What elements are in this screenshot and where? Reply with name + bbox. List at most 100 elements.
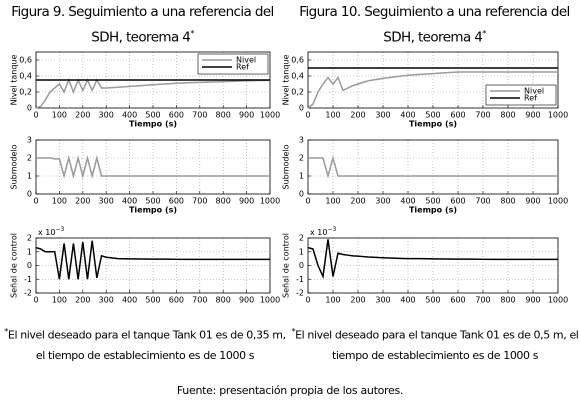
x-tick-label: 500 (145, 296, 160, 305)
x-tick-label: 600 (450, 296, 465, 305)
plot-frame (307, 139, 559, 195)
x-tick-label: 200 (350, 296, 365, 305)
x-tick-label: 900 (525, 197, 540, 206)
y-tick-label: 0,2 (19, 88, 32, 97)
y-tick-label: 0,6 (19, 56, 32, 65)
x-tick-label: 600 (169, 111, 184, 120)
y-tick-label: 0,6 (291, 56, 304, 65)
x-tick-label: 500 (425, 296, 440, 305)
x-tick-label: 400 (400, 296, 415, 305)
y-tick-label: 0,4 (291, 72, 304, 81)
x-tick-label: 0 (33, 111, 38, 120)
x-tick-label: 400 (400, 197, 415, 206)
x-tick-label: 600 (450, 197, 465, 206)
y-axis-label: Submodelo (10, 144, 19, 189)
series-line (307, 239, 558, 280)
x-tick-label: 500 (425, 111, 440, 120)
x-axis-label: Tiempo (s) (409, 120, 457, 129)
x-tick-label: 800 (500, 296, 515, 305)
y-tick-label: 0 (299, 261, 304, 270)
x-axis-label: Tiempo (s) (129, 206, 177, 215)
x-tick-label: 600 (169, 197, 184, 206)
y-tick-label: -2 (24, 289, 32, 298)
legend-label: Ref (236, 63, 249, 72)
x-tick-label: 100 (52, 111, 67, 120)
x-tick-label: 0 (33, 296, 38, 305)
x-tick-label: 400 (122, 296, 137, 305)
x-tick-label: 400 (122, 111, 137, 120)
x-tick-label: 500 (145, 197, 160, 206)
y-tick-label: -1 (24, 275, 32, 284)
legend-label: Ref (524, 94, 537, 103)
x-tick-label: 900 (525, 111, 540, 120)
title-mark: * (482, 29, 486, 38)
x-tick-label: 0 (305, 111, 310, 120)
x-tick-label: 100 (325, 296, 340, 305)
x-tick-label: 700 (475, 111, 490, 120)
x-tick-label: 700 (475, 197, 490, 206)
x-tick-label: 300 (375, 197, 390, 206)
multiplier-exp: −3 (327, 226, 336, 233)
y-tick-label: 1 (299, 247, 304, 256)
y-axis-label: Señal de control (282, 233, 291, 298)
x-tick-label: 700 (192, 111, 207, 120)
y-tick-label: 0,2 (291, 88, 304, 97)
y-tick-label: 3 (27, 136, 32, 145)
series-line (307, 71, 558, 109)
series-line (35, 77, 271, 109)
y-tick-label: 1 (27, 172, 32, 181)
x-tick-label: 700 (192, 296, 207, 305)
y-tick-label: 1 (299, 172, 304, 181)
x-tick-label: 200 (350, 197, 365, 206)
x-tick-label: 200 (75, 197, 90, 206)
y-tick-label: 0,4 (19, 72, 32, 81)
plot-frame (35, 237, 271, 294)
y-tick-label: 0 (27, 261, 32, 270)
x-tick-label: 900 (239, 111, 254, 120)
x-tick-label: 1000 (548, 197, 568, 206)
x-axis-label: Tiempo (s) (129, 120, 177, 129)
multiplier-base: x 10 (38, 228, 55, 237)
y-axis-label: Nivel tanque (282, 55, 291, 106)
x-tick-label: 400 (400, 111, 415, 120)
y-tick-label: 0 (299, 190, 304, 199)
y-tick-label: 0 (299, 104, 304, 113)
y-tick-label: 2 (27, 154, 32, 163)
title-text: Figura 10. Seguimiento a una referencia … (299, 4, 570, 46)
x-tick-label: 900 (239, 197, 254, 206)
x-tick-label: 900 (239, 296, 254, 305)
y-tick-label: 2 (299, 234, 304, 243)
x-tick-label: 700 (192, 197, 207, 206)
x-tick-label: 300 (99, 111, 114, 120)
x-tick-label: 100 (52, 296, 67, 305)
x-tick-label: 900 (525, 296, 540, 305)
x-tick-label: 800 (216, 197, 231, 206)
x-tick-label: 300 (99, 296, 114, 305)
legend-label: Nivel (524, 87, 544, 96)
figure-title: Figura 9. Seguimiento a una referencia d… (0, 2, 285, 49)
y-tick-label: -2 (296, 289, 304, 298)
y-tick-label: 3 (299, 136, 304, 145)
x-tick-label: 0 (305, 197, 310, 206)
title-text: Figura 9. Seguimiento a una referencia d… (11, 4, 274, 46)
multiplier-base: x 10 (310, 228, 327, 237)
x-tick-label: 800 (500, 111, 515, 120)
y-tick-label: -1 (296, 275, 304, 284)
x-tick-label: 1000 (260, 111, 280, 120)
x-tick-label: 1000 (260, 296, 280, 305)
x-tick-label: 1000 (548, 111, 568, 120)
x-tick-label: 800 (500, 197, 515, 206)
y-axis-label: Señal de control (10, 233, 19, 298)
x-tick-label: 500 (145, 111, 160, 120)
x-tick-label: 200 (350, 111, 365, 120)
x-tick-label: 100 (325, 111, 340, 120)
y-tick-label: 0 (27, 104, 32, 113)
x-tick-label: 300 (99, 197, 114, 206)
x-tick-label: 800 (216, 296, 231, 305)
x-tick-label: 300 (375, 111, 390, 120)
x-tick-label: 200 (75, 296, 90, 305)
figure-note: *El nivel deseado para el tanque Tank 01… (290, 322, 580, 366)
x-tick-label: 300 (375, 296, 390, 305)
x-tick-label: 600 (169, 296, 184, 305)
